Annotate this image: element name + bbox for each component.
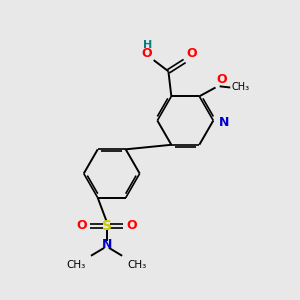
- Text: O: O: [186, 46, 197, 59]
- Text: CH₃: CH₃: [127, 260, 146, 270]
- Text: N: N: [219, 116, 229, 128]
- Text: CH₃: CH₃: [232, 82, 250, 92]
- Text: CH₃: CH₃: [67, 260, 86, 270]
- Text: O: O: [76, 219, 86, 232]
- Text: H: H: [143, 40, 152, 50]
- Text: O: O: [127, 219, 137, 232]
- Text: N: N: [101, 238, 112, 251]
- Text: O: O: [142, 46, 152, 59]
- Text: O: O: [217, 73, 227, 86]
- Text: S: S: [102, 219, 112, 233]
